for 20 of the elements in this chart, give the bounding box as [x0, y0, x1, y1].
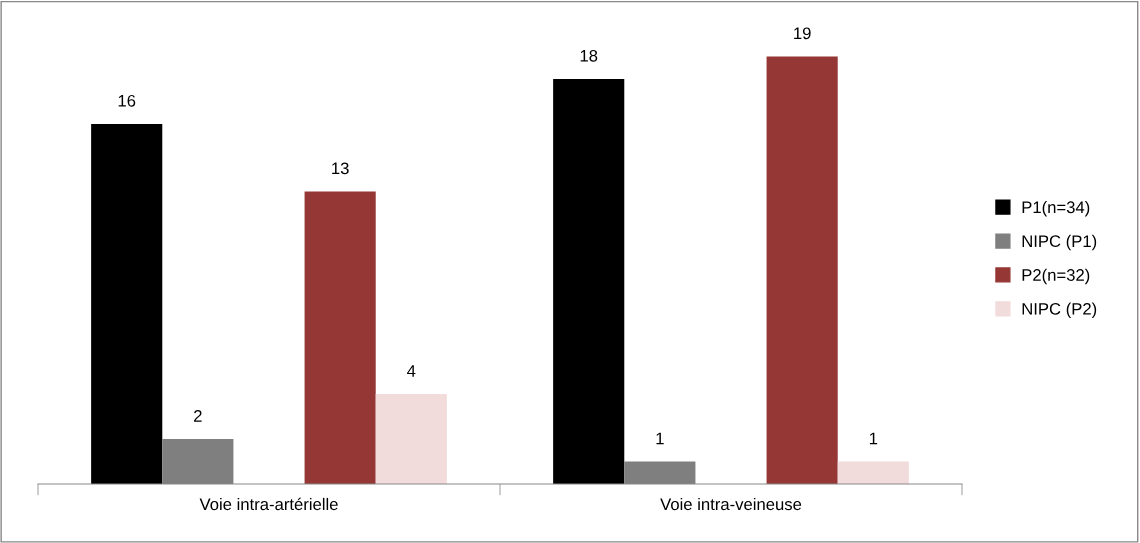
bar	[837, 461, 909, 484]
data-label: 16	[118, 94, 136, 107]
x-tick-label: Voie intra-veineuse	[660, 497, 802, 511]
data-label: 1	[869, 432, 878, 445]
legend-label: P1(n=34)	[1022, 200, 1090, 217]
bar	[304, 191, 376, 484]
legend-label: NIPC (P1)	[1022, 234, 1097, 251]
data-label: 2	[194, 410, 202, 422]
data-label: 18	[580, 49, 598, 62]
x-tick-label: Voie intra-artérielle	[199, 497, 338, 511]
bar	[91, 123, 163, 484]
data-label: 13	[332, 162, 349, 175]
bar	[375, 393, 447, 484]
legend-label: NIPC (P2)	[1022, 302, 1097, 319]
data-label: 4	[407, 365, 416, 377]
data-label: 19	[794, 27, 811, 40]
data-label: 1	[656, 432, 664, 445]
bar	[766, 56, 838, 484]
bar	[553, 78, 625, 484]
legend-label: P2(n=32)	[1022, 268, 1090, 285]
